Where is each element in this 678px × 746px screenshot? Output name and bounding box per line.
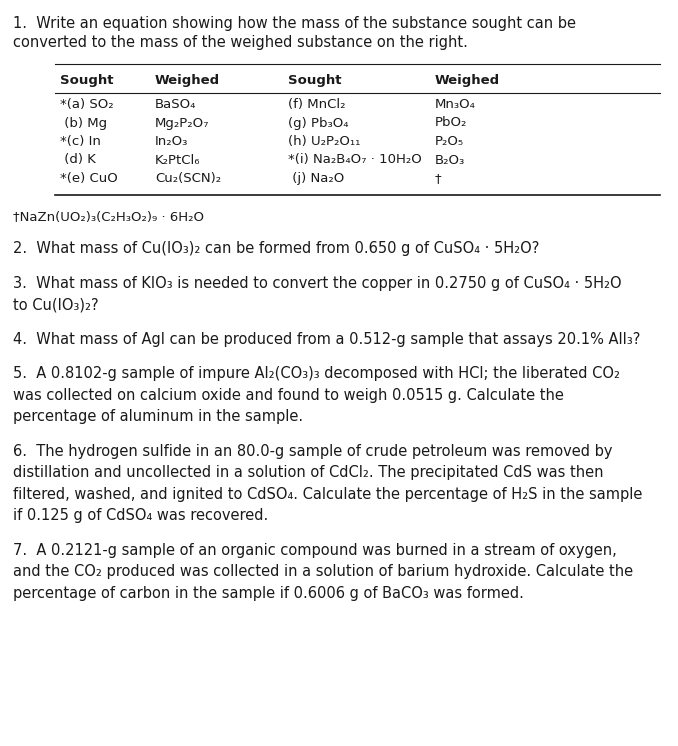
Text: to Cu(IO₃)₂?: to Cu(IO₃)₂?: [13, 298, 98, 313]
Text: *(i) Na₂B₄O₇ · 10H₂O: *(i) Na₂B₄O₇ · 10H₂O: [288, 154, 422, 166]
Text: Sought: Sought: [60, 74, 113, 87]
Text: 5.  A 0.8102-g sample of impure Al₂(CO₃)₃ decomposed with HCl; the liberated CO₂: 5. A 0.8102-g sample of impure Al₂(CO₃)₃…: [13, 366, 620, 381]
Text: 6.  The hydrogen sulfide in an 80.0-g sample of crude petroleum was removed by: 6. The hydrogen sulfide in an 80.0-g sam…: [13, 444, 612, 459]
Text: percentage of carbon in the sample if 0.6006 g of BaCO₃ was formed.: percentage of carbon in the sample if 0.…: [13, 586, 524, 601]
Text: if 0.125 g of CdSO₄ was recovered.: if 0.125 g of CdSO₄ was recovered.: [13, 509, 268, 524]
Text: converted to the mass of the weighed substance on the right.: converted to the mass of the weighed sub…: [13, 36, 468, 51]
Text: Sought: Sought: [288, 74, 342, 87]
Text: was collected on calcium oxide and found to weigh 0.0515 g. Calculate the: was collected on calcium oxide and found…: [13, 388, 564, 403]
Text: Weighed: Weighed: [435, 74, 500, 87]
Text: and the CO₂ produced was collected in a solution of barium hydroxide. Calculate : and the CO₂ produced was collected in a …: [13, 565, 633, 580]
Text: (f) MnCl₂: (f) MnCl₂: [288, 98, 346, 111]
Text: (g) Pb₃O₄: (g) Pb₃O₄: [288, 116, 348, 130]
Text: Cu₂(SCN)₂: Cu₂(SCN)₂: [155, 172, 221, 185]
Text: (b) Mg: (b) Mg: [60, 116, 107, 130]
Text: filtered, washed, and ignited to CdSO₄. Calculate the percentage of H₂S in the s: filtered, washed, and ignited to CdSO₄. …: [13, 487, 642, 502]
Text: (d) K: (d) K: [60, 154, 96, 166]
Text: 2.  What mass of Cu(IO₃)₂ can be formed from 0.650 g of CuSO₄ · 5H₂O?: 2. What mass of Cu(IO₃)₂ can be formed f…: [13, 242, 540, 257]
Text: BaSO₄: BaSO₄: [155, 98, 197, 111]
Text: *(e) CuO: *(e) CuO: [60, 172, 118, 185]
Text: 3.  What mass of KIO₃ is needed to convert the copper in 0.2750 g of CuSO₄ · 5H₂: 3. What mass of KIO₃ is needed to conver…: [13, 276, 622, 291]
Text: *(c) In: *(c) In: [60, 135, 101, 148]
Text: distillation and uncollected in a solution of CdCl₂. The precipitated CdS was th: distillation and uncollected in a soluti…: [13, 466, 603, 480]
Text: (j) Na₂O: (j) Na₂O: [288, 172, 344, 185]
Text: Mn₃O₄: Mn₃O₄: [435, 98, 476, 111]
Text: (h) U₂P₂O₁₁: (h) U₂P₂O₁₁: [288, 135, 361, 148]
Text: In₂O₃: In₂O₃: [155, 135, 188, 148]
Text: 7.  A 0.2121-g sample of an organic compound was burned in a stream of oxygen,: 7. A 0.2121-g sample of an organic compo…: [13, 543, 617, 558]
Text: 4.  What mass of AgI can be produced from a 0.512-g sample that assays 20.1% AlI: 4. What mass of AgI can be produced from…: [13, 332, 641, 347]
Text: †NaZn(UO₂)₃(C₂H₃O₂)₉ · 6H₂O: †NaZn(UO₂)₃(C₂H₃O₂)₉ · 6H₂O: [13, 212, 204, 225]
Text: P₂O₅: P₂O₅: [435, 135, 464, 148]
Text: B₂O₃: B₂O₃: [435, 154, 465, 166]
Text: 1.  Write an equation showing how the mass of the substance sought can be: 1. Write an equation showing how the mas…: [13, 16, 576, 31]
Text: PbO₂: PbO₂: [435, 116, 467, 130]
Text: *(a) SO₂: *(a) SO₂: [60, 98, 114, 111]
Text: Weighed: Weighed: [155, 74, 220, 87]
Text: percentage of aluminum in the sample.: percentage of aluminum in the sample.: [13, 410, 303, 424]
Text: K₂PtCl₆: K₂PtCl₆: [155, 154, 201, 166]
Text: Mg₂P₂O₇: Mg₂P₂O₇: [155, 116, 210, 130]
Text: †: †: [435, 172, 441, 185]
